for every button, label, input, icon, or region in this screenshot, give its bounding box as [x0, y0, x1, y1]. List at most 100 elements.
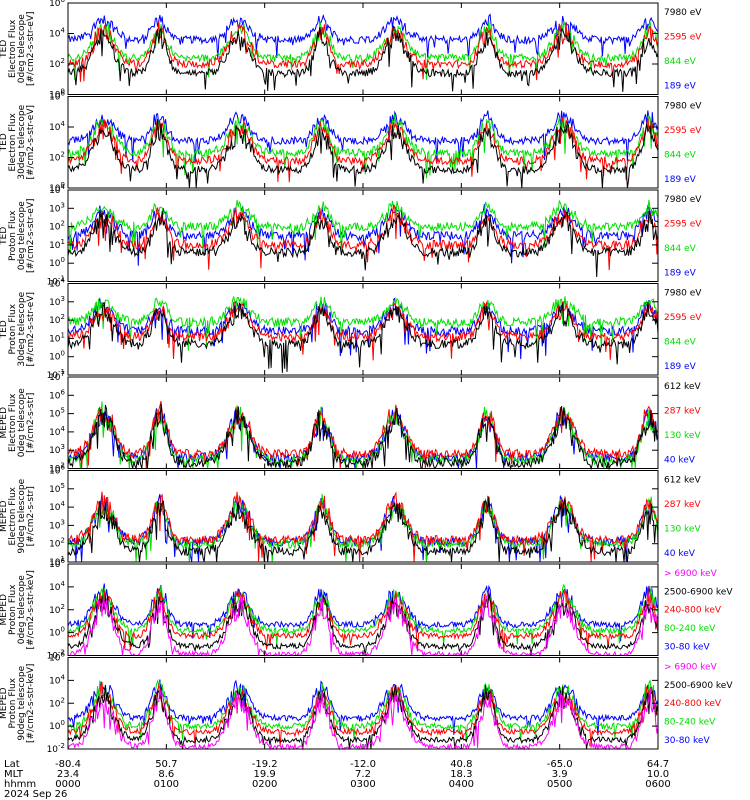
y-axis-label-line: 0deg telescope [17, 14, 27, 84]
y-axis-label-line: MEPED [0, 500, 9, 532]
series-line-green [67, 493, 659, 563]
legend-entry: 2500-6900 keV [664, 587, 733, 597]
time-ticks-label: 0000 [55, 779, 80, 790]
time-axis-footer: Lat MLT hhmm 2024 Sep 26 -80.4 50.7 -19.2 -… [4, 759, 671, 800]
y-axis-label-line: [#/cm2-s-str-eV] [26, 105, 36, 180]
panel-frame [67, 283, 659, 376]
mlt-row-label: MLT [4, 769, 24, 780]
y-axis-label-line: [#/cm2-s-str] [26, 393, 36, 453]
lat-ticks-label: -19.2 [252, 759, 278, 770]
time-ticks-label: 0300 [350, 779, 375, 790]
y-axis-label-line: [#/cm2-s-str-keV] [26, 570, 36, 649]
y-axis-label-line: Electron Flux [8, 19, 18, 78]
y-tick-label: 104 [49, 425, 65, 438]
series-line-blue [67, 204, 659, 266]
y-axis-label-line: TED [0, 227, 9, 246]
y-tick-label: 101 [49, 331, 65, 344]
legend-entry: 130 keV [664, 524, 701, 534]
y-tick-exponent: 3 [61, 295, 65, 303]
y-tick-label: 103 [49, 201, 65, 214]
y-tick-exponent: 4 [61, 500, 66, 508]
series-line-red [67, 491, 659, 563]
y-tick-label: 104 [49, 27, 65, 40]
y-axis-label-line: MEPED [0, 407, 9, 439]
y-axis-label-line: 0deg telescope [17, 575, 27, 645]
legend-entry: 130 keV [664, 431, 701, 441]
legend-entry: 80-240 keV [664, 718, 716, 728]
legend-entry: 844 eV [664, 337, 697, 347]
y-axis-label-line: [#/cm2-s-str-eV] [26, 198, 36, 273]
y-axis-label: TEDProton Flux30deg telescope[#/cm2-s-st… [0, 291, 36, 366]
mlt-ticks-label: 7.2 [355, 769, 371, 780]
y-tick-label: 104 [49, 673, 65, 686]
y-tick-exponent: 6 [61, 557, 66, 565]
y-tick-exponent: 1 [61, 331, 65, 339]
legend-entry: 612 keV [664, 382, 701, 392]
y-axis-label-line: Proton Flux [8, 210, 18, 261]
mlt-ticks-label: 8.6 [158, 769, 174, 780]
y-tick-exponent: 4 [61, 277, 66, 285]
y-axis-label-line: 0deg telescope [17, 201, 27, 271]
series-line-red [67, 117, 659, 183]
y-axis-label-line: TED [0, 320, 9, 339]
y-axis-label-line: 90deg telescope [17, 478, 27, 553]
y-tick-exponent: -1 [58, 275, 65, 283]
series-line-red [67, 301, 659, 361]
y-axis-label-line: 0deg telescope [17, 388, 27, 458]
y-tick-label: 103 [49, 518, 65, 531]
y-tick-label: 105 [49, 407, 65, 420]
y-tick-label: 104 [49, 500, 65, 513]
y-tick-exponent: 2 [61, 696, 65, 704]
date-label: 2024 Sep 26 [4, 789, 67, 800]
y-tick-label: 106 [49, 0, 65, 9]
y-tick-exponent: 0 [61, 719, 65, 727]
legend-entry: 7980 eV [664, 8, 702, 18]
y-tick-exponent: 5 [61, 482, 65, 490]
y-tick-exponent: 1 [61, 555, 65, 563]
legend-entry: 40 keV [664, 549, 696, 559]
mlt-ticks-label: 19.9 [254, 769, 276, 780]
y-axis-label-line: [#/cm2-s-str-eV] [26, 11, 36, 86]
time-ticks-label: 0400 [449, 779, 474, 790]
legend-entry: 612 keV [664, 476, 701, 486]
y-axis-label: TEDProton Flux0deg telescope[#/cm2-s-str… [0, 198, 36, 273]
y-axis-label-line: 30deg telescope [17, 104, 27, 179]
series-line-blue [67, 679, 659, 736]
y-tick-label: 105 [49, 482, 65, 495]
y-axis-label-line: 30deg telescope [17, 291, 27, 366]
y-axis-label-line: [#/cm2-s-str] [26, 486, 36, 546]
y-tick-label: 100 [49, 719, 65, 732]
y-tick-exponent: 2 [61, 603, 65, 611]
y-tick-exponent: 4 [61, 120, 66, 128]
y-tick-label: 102 [49, 537, 65, 550]
y-axis-label-line: 90deg telescope [17, 665, 27, 740]
y-tick-exponent: 4 [61, 183, 66, 191]
y-tick-exponent: 5 [61, 407, 65, 415]
y-tick-exponent: 6 [61, 388, 66, 396]
legend-entry: 2595 eV [664, 313, 702, 323]
series-line-black [67, 25, 659, 92]
series-line-red [67, 203, 659, 271]
time-ticks-label: 0100 [154, 779, 179, 790]
legend-entry: 40 keV [664, 455, 696, 465]
legend-entry: 287 keV [664, 500, 701, 510]
legend-entry: 30-80 keV [664, 642, 710, 652]
y-tick-exponent: 6 [61, 0, 66, 4]
y-axis-label-line: Electron Flux [8, 112, 18, 171]
mlt-ticks-label: 23.4 [57, 769, 79, 780]
y-tick-label: 102 [49, 57, 65, 70]
legend-entry: 2595 eV [664, 219, 702, 229]
series-line-green [67, 296, 659, 351]
y-axis-label: MEPEDProton Flux0deg telescope[#/cm2-s-s… [0, 570, 36, 649]
legend-entry: 240-800 keV [664, 606, 722, 616]
legend-entry: 2595 eV [664, 126, 702, 136]
y-tick-label: 102 [49, 313, 65, 326]
y-axis-label: MEPEDElectron Flux0deg telescope[#/cm2-s… [0, 388, 36, 458]
series-line-black [67, 404, 659, 471]
